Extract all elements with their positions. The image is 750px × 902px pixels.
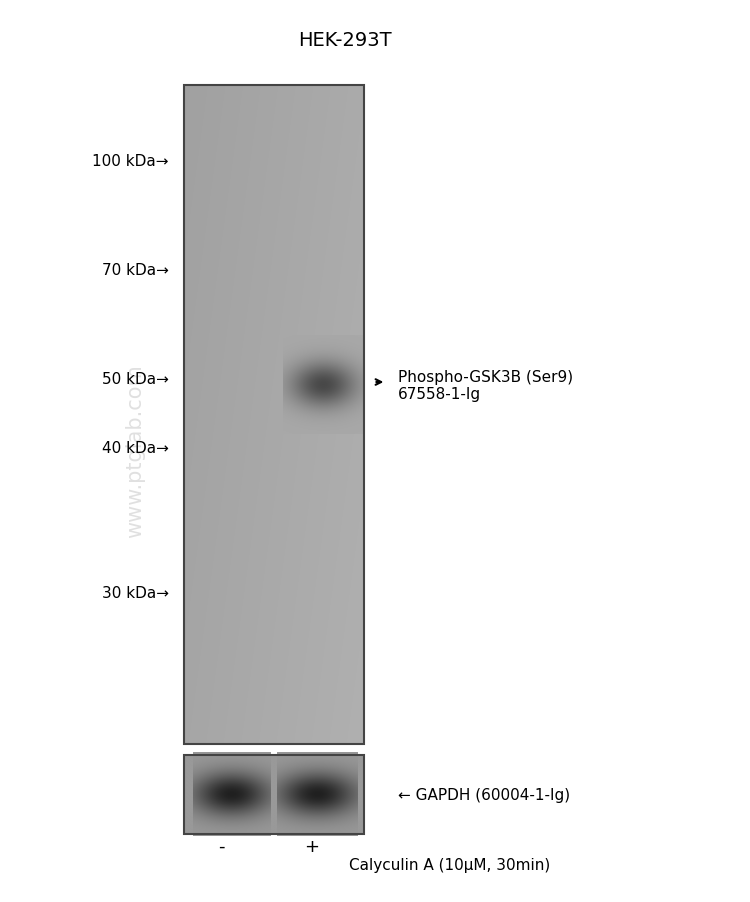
Bar — [184, 755, 364, 834]
Text: 30 kDa→: 30 kDa→ — [102, 585, 169, 600]
Text: +: + — [304, 837, 319, 855]
Text: 70 kDa→: 70 kDa→ — [102, 262, 169, 278]
Text: www.ptglab.com: www.ptglab.com — [125, 364, 145, 538]
Text: HEK-293T: HEK-293T — [298, 31, 392, 51]
Bar — [184, 86, 364, 744]
Text: ← GAPDH (60004-1-Ig): ← GAPDH (60004-1-Ig) — [398, 787, 570, 802]
Text: Calyculin A (10μM, 30min): Calyculin A (10μM, 30min) — [350, 857, 550, 871]
Text: 50 kDa→: 50 kDa→ — [102, 372, 169, 386]
Text: Phospho-GSK3B (Ser9)
67558-1-Ig: Phospho-GSK3B (Ser9) 67558-1-Ig — [398, 369, 573, 401]
Text: 100 kDa→: 100 kDa→ — [92, 154, 169, 169]
Text: 40 kDa→: 40 kDa→ — [102, 440, 169, 456]
Text: -: - — [218, 837, 224, 855]
